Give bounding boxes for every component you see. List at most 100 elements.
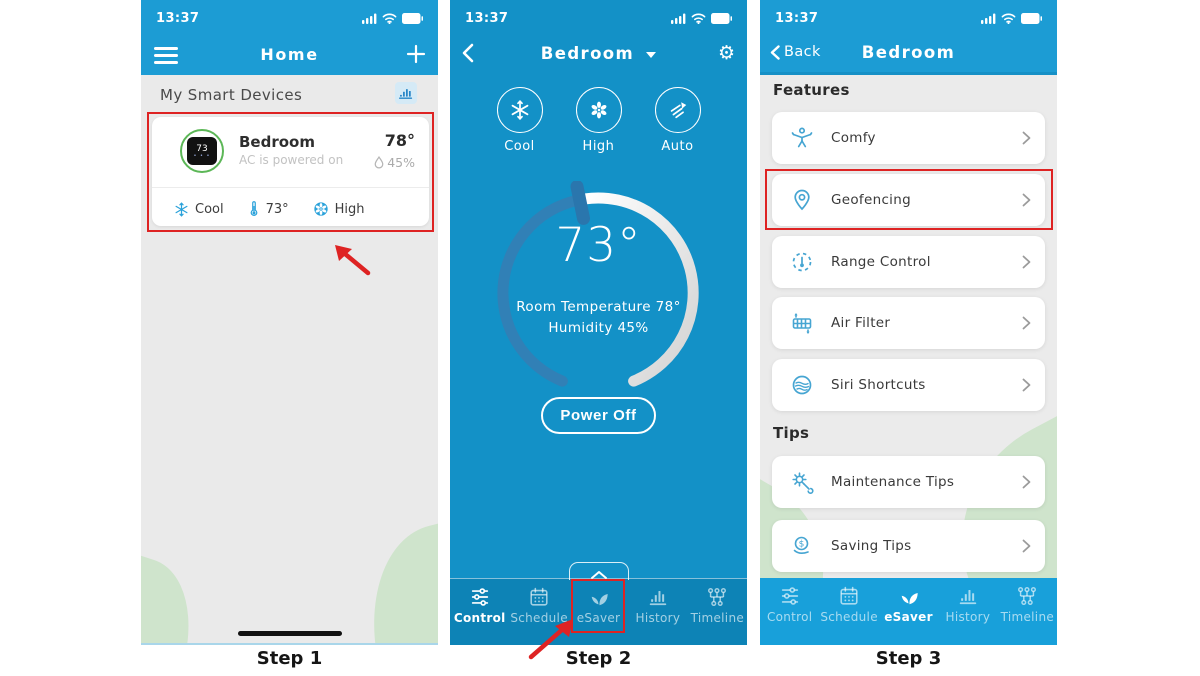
mode-cool: Cool (174, 202, 224, 217)
sliders-icon (471, 588, 488, 606)
status-bar: 13:37 (141, 0, 438, 36)
feature-siri-shortcuts[interactable]: Siri Shortcuts (772, 359, 1045, 411)
mode-label: Auto (661, 139, 694, 154)
home-header: Home (141, 36, 438, 75)
device-avatar: 73 • • • (180, 129, 224, 173)
chevron-right-icon (1022, 193, 1031, 207)
add-device-icon[interactable] (406, 44, 426, 68)
mode-button-fan[interactable]: High (573, 87, 625, 154)
tip-saving[interactable]: $ Saving Tips (772, 520, 1045, 572)
thermostat-face: 73 • • • (187, 137, 217, 165)
step-label-2: Step 2 (565, 648, 632, 669)
set-temperature: 73° (555, 218, 642, 273)
tab-esaver[interactable]: eSaver (879, 578, 938, 645)
drawer-handle[interactable] (569, 562, 629, 580)
tab-history[interactable]: History (628, 579, 687, 645)
chevron-right-icon (1022, 255, 1031, 269)
settings-gear-icon[interactable]: ⚙ (717, 42, 735, 64)
tab-esaver[interactable]: eSaver (569, 579, 628, 645)
device-card[interactable]: 73 • • • Bedroom AC is powered on 78° 45… (152, 117, 429, 226)
tab-control[interactable]: Control (760, 578, 819, 645)
annotation-arrow-1 (335, 245, 371, 276)
svg-text:$: $ (799, 540, 805, 550)
back-icon[interactable] (461, 43, 474, 67)
leaf-decoration (141, 553, 212, 645)
status-time: 13:37 (465, 10, 509, 26)
feature-comfy[interactable]: Comfy (772, 112, 1045, 164)
mode-fan: High (313, 201, 365, 217)
stats-icon[interactable] (395, 82, 417, 104)
back-button[interactable]: Back (770, 44, 821, 60)
feature-label: Range Control (831, 254, 931, 270)
tab-label: Control (766, 610, 813, 624)
mode-button-auto[interactable]: Auto (652, 87, 704, 154)
feature-label: Geofencing (831, 192, 911, 208)
wifi-icon (1001, 13, 1016, 24)
leaf-decoration (349, 519, 438, 645)
wifi-icon (382, 13, 397, 24)
screen-home: 13:37 Home My Smart Devices 73 • • • Bed… (141, 0, 438, 645)
snowflake-icon (511, 100, 528, 120)
page-title: Home (260, 45, 319, 64)
geofencing-pin-icon (794, 189, 810, 211)
status-time: 13:37 (156, 10, 200, 26)
annotation-box-geofencing (765, 169, 1053, 230)
tab-control[interactable]: Control (450, 579, 509, 645)
annotation-box-device-card (147, 112, 434, 232)
step-label-1: Step 1 (256, 648, 323, 669)
tab-label: History (945, 610, 991, 624)
air-filter-icon (792, 313, 812, 334)
swing-arrows-icon (670, 102, 686, 119)
signal-icon (981, 13, 996, 24)
settemp-label: 73° (265, 201, 289, 217)
home-indicator (237, 631, 342, 636)
chevron-left-icon (770, 44, 780, 60)
menu-icon[interactable] (154, 47, 178, 68)
room-temperature-line: Room Temperature 78° (516, 299, 681, 315)
fan-label: High (334, 201, 365, 217)
device-humidity: 45% (374, 155, 415, 170)
esaver-header: Back Bedroom (760, 36, 1057, 75)
section-title: My Smart Devices (160, 86, 303, 104)
tab-bar: Control Schedule eSaver History Timeline (760, 578, 1057, 645)
device-mode-row: Cool 73° High (174, 195, 419, 223)
back-label: Back (784, 44, 821, 60)
dial-handle[interactable] (570, 180, 590, 225)
tab-label: Timeline (690, 611, 745, 625)
temperature-dial[interactable] (486, 180, 710, 405)
tab-label: eSaver (884, 610, 933, 624)
feature-geofencing[interactable]: Geofencing (772, 174, 1045, 226)
feature-air-filter[interactable]: Air Filter (772, 297, 1045, 349)
dial-arc (497, 180, 699, 387)
tab-schedule[interactable]: Schedule (509, 579, 568, 645)
fan-circle (575, 87, 622, 133)
snowflake-icon (175, 202, 188, 216)
power-off-button[interactable]: Power Off (541, 397, 656, 434)
device-selector[interactable]: Bedroom (450, 44, 747, 63)
saving-tips-icon: $ (793, 536, 809, 554)
bar-chart-icon (959, 590, 977, 605)
tip-maintenance[interactable]: Maintenance Tips (772, 456, 1045, 508)
tab-history[interactable]: History (938, 578, 997, 645)
mode-label: Cool (504, 139, 535, 154)
auto-circle (654, 87, 701, 133)
card-divider (152, 187, 429, 188)
tab-schedule[interactable]: Schedule (819, 578, 878, 645)
annotation-box-esaver (571, 579, 625, 633)
tab-timeline[interactable]: Timeline (688, 579, 747, 645)
step-label-3: Step 3 (875, 648, 942, 669)
thermostat-dots: • • • (193, 152, 211, 159)
thermometer-icon (250, 201, 257, 216)
feature-range-control[interactable]: Range Control (772, 236, 1045, 288)
tip-label: Maintenance Tips (831, 474, 955, 490)
feature-label: Comfy (831, 130, 876, 146)
devices-section: My Smart Devices (141, 82, 438, 110)
fan-icon (591, 101, 606, 119)
chevron-right-icon (1022, 378, 1031, 392)
cool-circle (496, 87, 543, 133)
status-icons (362, 12, 423, 24)
mode-button-cool[interactable]: Cool (494, 87, 546, 154)
status-bar: 13:37 (760, 0, 1057, 36)
tab-timeline[interactable]: Timeline (998, 578, 1057, 645)
chevron-right-icon (1022, 475, 1031, 489)
